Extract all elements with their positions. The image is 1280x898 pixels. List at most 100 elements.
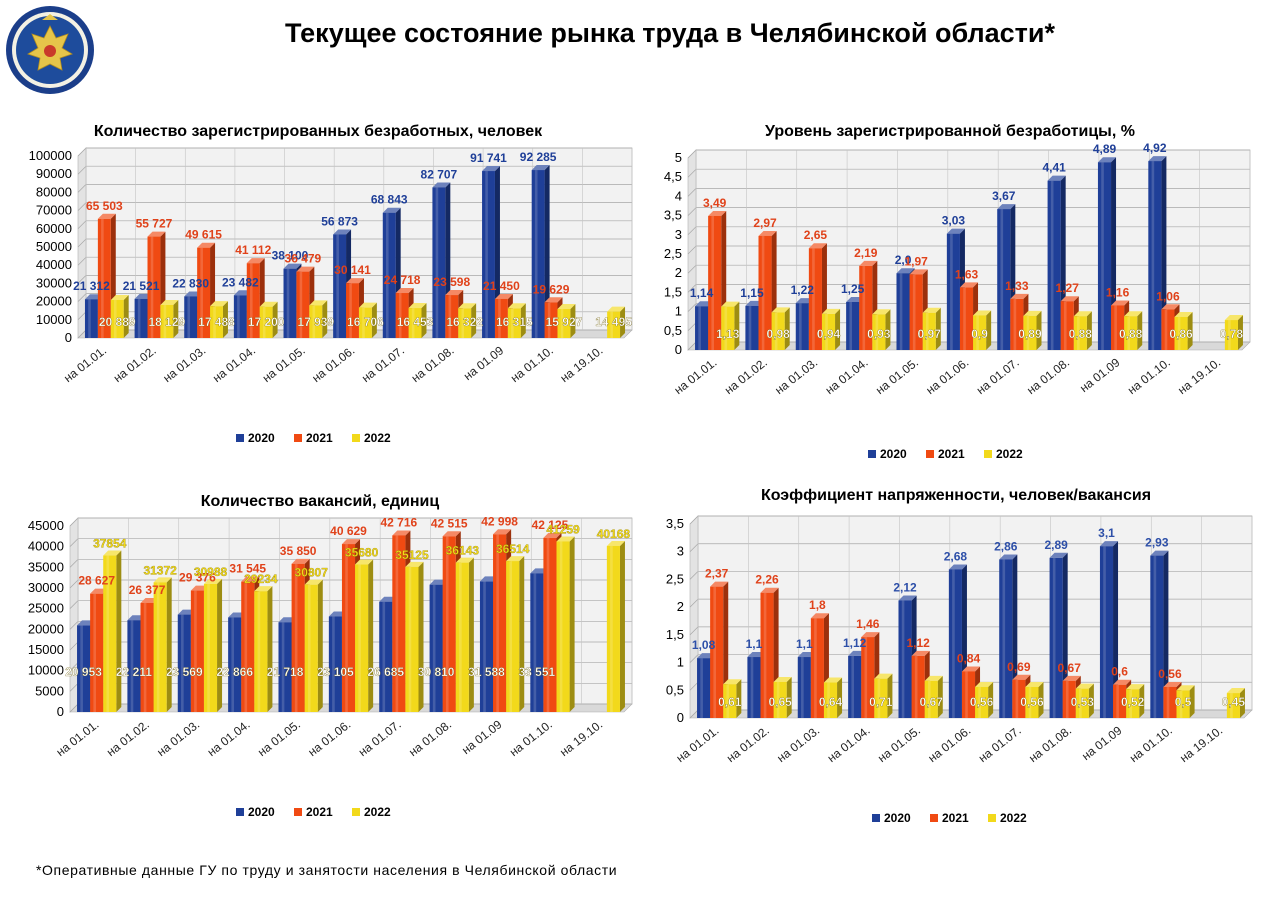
bar-2022-8 xyxy=(1126,684,1145,718)
x-category-label: на 01.08. xyxy=(406,717,454,759)
data-label-2022-8: 36514 xyxy=(496,542,530,556)
data-label-2020-9: 2,93 xyxy=(1145,536,1169,550)
legend-swatch-2021 xyxy=(294,808,302,816)
data-label-2021-7: 42 515 xyxy=(431,516,468,530)
bar-2022-1 xyxy=(771,307,790,350)
gridline-diag xyxy=(77,275,87,284)
x-category-label: на 19.10. xyxy=(557,717,605,759)
y-tick-label: 4,5 xyxy=(664,169,682,184)
data-label-2022-6: 16 453 xyxy=(397,315,434,329)
data-label-2021-7: 1,27 xyxy=(1056,281,1080,295)
chart-unemployed-svg: Количество зарегистрированных безработны… xyxy=(29,123,633,445)
y-tick-label: 0 xyxy=(57,704,64,719)
gridline-diag xyxy=(687,149,697,159)
data-label-2020-2: 1,1 xyxy=(796,637,813,651)
y-tick-label: 3 xyxy=(677,544,684,559)
legend-swatch-2020 xyxy=(236,434,244,442)
x-category-label: на 01.08. xyxy=(1026,723,1074,765)
data-label-2021-8: 1,16 xyxy=(1106,285,1130,299)
data-label-2021-1: 26 377 xyxy=(129,583,166,597)
bar-2022-6 xyxy=(1025,681,1044,718)
bar-2020-8 xyxy=(1097,157,1117,350)
data-label-2022-5: 16 706 xyxy=(347,315,384,329)
x-category-label: на 01.04. xyxy=(205,717,253,759)
x-category-label: на 01.06. xyxy=(305,717,353,759)
legend-swatch-2022 xyxy=(352,808,360,816)
bar-2022-8 xyxy=(1124,311,1143,350)
x-category-label: на 01.09 xyxy=(1077,355,1123,395)
data-label-2022-10: 0,78 xyxy=(1220,327,1244,341)
data-label-2022-7: 0,53 xyxy=(1071,695,1095,709)
data-label-2021-0: 3,49 xyxy=(703,196,727,210)
bar-2022-3 xyxy=(259,301,278,338)
gridline-diag xyxy=(689,654,699,663)
plot-side-wall xyxy=(69,517,79,713)
gridline-diag xyxy=(69,662,79,671)
data-label-2021-5: 40 629 xyxy=(330,524,367,538)
y-tick-label: 40000 xyxy=(36,257,72,272)
data-label-2021-0: 2,37 xyxy=(705,567,729,581)
data-label-2021-9: 19 629 xyxy=(533,282,570,296)
legend-swatch-2021 xyxy=(926,450,934,458)
bar-2022-10 xyxy=(1224,315,1243,350)
data-label-2020-7: 30 810 xyxy=(418,665,455,679)
y-tick-label: 1 xyxy=(675,304,682,319)
data-label-2021-4: 35 850 xyxy=(280,544,317,558)
data-label-2021-2: 1,8 xyxy=(809,598,826,612)
data-label-2021-5: 0,84 xyxy=(957,651,981,665)
bar-2022-6 xyxy=(408,303,427,338)
data-label-2020-7: 4,41 xyxy=(1042,161,1066,175)
data-label-2020-7: 2,89 xyxy=(1044,538,1068,552)
data-label-2021-6: 42 716 xyxy=(381,515,418,529)
data-label-2022-2: 0,94 xyxy=(817,327,841,341)
legend-label-2020: 2020 xyxy=(880,447,907,461)
data-label-2021-9: 0,56 xyxy=(1158,667,1182,681)
bar-2022-3 xyxy=(874,673,893,718)
x-category-label: на 01.03. xyxy=(154,717,202,759)
bar-2022-0 xyxy=(110,294,129,338)
y-tick-label: 30000 xyxy=(36,275,72,290)
legend-swatch-2022 xyxy=(984,450,992,458)
x-category-label: на 01.09 xyxy=(1079,723,1125,763)
data-label-2021-8: 0,6 xyxy=(1111,665,1128,679)
y-tick-label: 1,5 xyxy=(666,627,684,642)
chart-vacancies: Количество вакансий, единиц 0 5000 10000 150… xyxy=(0,484,640,834)
data-label-2022-10: 0,45 xyxy=(1222,695,1246,709)
x-category-label: на 01.03. xyxy=(772,355,820,397)
data-label-2022-3: 17 200 xyxy=(248,315,285,329)
x-category-label: на 01.02. xyxy=(724,723,772,765)
x-category-label: на 19.10. xyxy=(1175,355,1223,397)
bar-2022-9 xyxy=(1176,685,1195,718)
gridline-diag xyxy=(77,202,87,211)
x-category-label: на 01.08. xyxy=(1024,355,1072,397)
data-label-2020-4: 21 718 xyxy=(267,665,304,679)
data-label-2022-0: 1,13 xyxy=(716,327,740,341)
data-label-2022-1: 18 129 xyxy=(149,315,186,329)
gridline-diag xyxy=(69,538,79,547)
gridline-diag xyxy=(69,683,79,692)
y-tick-label: 40000 xyxy=(28,539,64,554)
x-category-label: на 01.09 xyxy=(461,343,507,383)
y-tick-label: 4 xyxy=(675,188,682,203)
gridline-diag xyxy=(77,238,87,248)
data-label-2021-6: 1,33 xyxy=(1005,279,1029,293)
legend-swatch-2022 xyxy=(988,814,996,822)
y-tick-label: 2 xyxy=(675,265,682,280)
y-tick-label: 3,5 xyxy=(666,516,684,531)
data-label-2020-5: 56 873 xyxy=(321,214,358,228)
x-category-label: на 19.10. xyxy=(1177,723,1225,765)
data-label-2020-0: 1,14 xyxy=(690,286,714,300)
gridline-diag xyxy=(687,303,697,312)
bar-2022-6 xyxy=(405,561,424,712)
y-tick-label: 80000 xyxy=(36,184,72,199)
bar-2020-9 xyxy=(1150,550,1169,718)
x-category-label: на 01.05. xyxy=(255,717,303,759)
data-label-2022-8: 16 315 xyxy=(496,315,533,329)
gridline-diag xyxy=(687,188,697,197)
data-label-2020-1: 21 521 xyxy=(123,279,160,293)
y-tick-label: 35000 xyxy=(28,559,64,574)
chart-title: Количество зарегистрированных безработны… xyxy=(94,123,543,140)
bar-2022-8 xyxy=(506,556,525,712)
data-label-2020-3: 23 482 xyxy=(222,275,259,289)
x-category-label: на 01.01. xyxy=(61,343,109,385)
